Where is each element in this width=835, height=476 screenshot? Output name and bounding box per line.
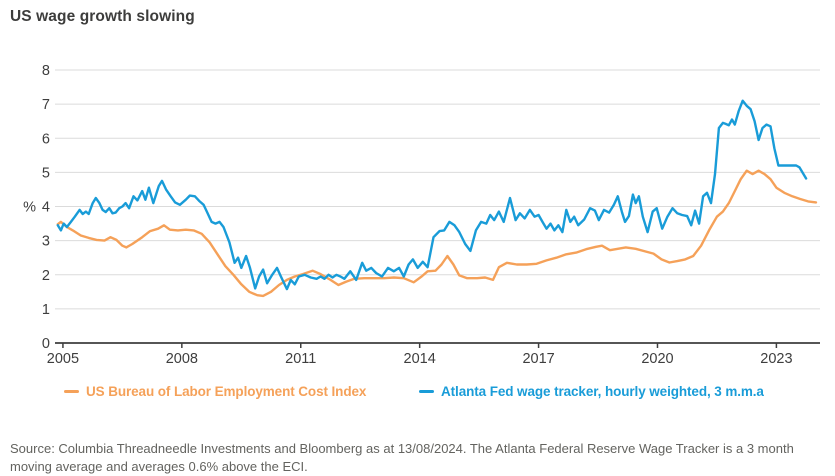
legend-label-atlanta-fed: Atlanta Fed wage tracker, hourly weighte… [441,384,764,399]
wage-growth-line-chart: 2005 2008 2011 2014 2017 2020 2023 0 1 2 3 4 5 6 7 8% [23,63,820,367]
y-axis-label: % [23,200,36,216]
y-tick-label: 6 [42,131,50,147]
x-tick-label: 2005 [47,351,79,367]
legend-label-eci: US Bureau of Labor Employment Cost Index [86,384,367,399]
page-title: US wage growth slowing [10,8,195,25]
y-tick-label: 2 [42,268,50,284]
x-tick-label: 2017 [522,351,554,367]
legend-item-eci: US Bureau of Labor Employment Cost Index [64,384,366,399]
series-line-atlanta-fed [56,99,808,291]
x-tick-label: 2011 [285,351,316,367]
y-tick-label: 1 [42,302,50,318]
x-tick-label: 2023 [760,351,792,367]
legend-item-atlanta-fed: Atlanta Fed wage tracker, hourly weighte… [419,384,764,399]
x-tick-label: 2014 [404,351,436,367]
x-tick-label: 2008 [166,351,198,367]
atlanta-fed-line-swatch-icon [419,390,434,393]
y-tick-label: 3 [42,234,50,250]
y-tick-label: 8 [42,63,50,79]
y-tick-label: 7 [42,97,50,113]
x-tick-label: 2020 [641,351,673,367]
source-note: Source: Columbia Threadneedle Investment… [10,441,794,474]
y-tick-label: 4 [42,200,50,216]
y-tick-label: 0 [42,336,50,352]
series-line-eci [56,169,818,298]
y-tick-label: 5 [42,165,50,181]
eci-line-swatch-icon [64,390,79,393]
